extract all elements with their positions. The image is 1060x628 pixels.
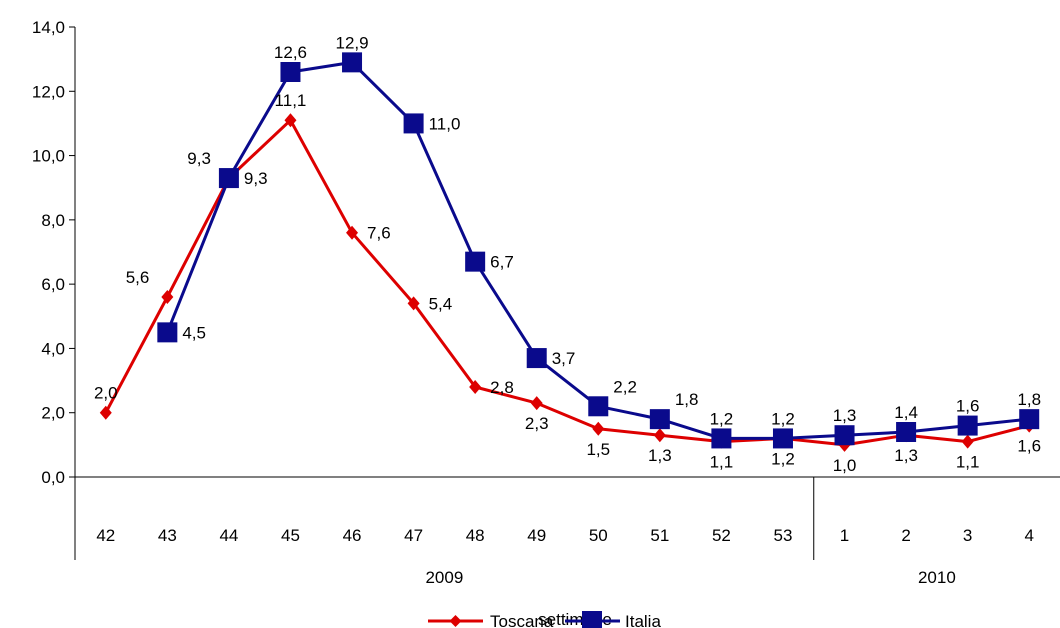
x-tick-label: 50 [589, 526, 608, 545]
y-tick-label: 2,0 [41, 404, 65, 423]
legend: Toscana Italia [428, 611, 661, 628]
data-label-toscana: 11,1 [275, 91, 307, 110]
data-labels-layer: 2,0 5,6 9,3 11,1 7,6 5,4 2,8 2,3 1,5 1,3 1,1 1,2 1,0… [94, 33, 1041, 475]
y-tick-label: 4,0 [41, 339, 65, 358]
data-point-italia [649, 409, 670, 430]
data-point-italia [772, 428, 793, 449]
data-label-italia: 12,6 [274, 43, 307, 62]
data-label-italia: 2,2 [613, 377, 637, 396]
data-label-toscana: 1,5 [586, 440, 610, 459]
legend-label-toscana: Toscana [490, 612, 554, 628]
legend-marker-italia [582, 611, 602, 628]
data-label-italia: 3,7 [552, 349, 576, 368]
data-point-toscana [961, 434, 974, 449]
x-tick-label: 44 [219, 526, 238, 545]
group-label: 2009 [425, 568, 463, 587]
data-point-italia [218, 168, 239, 189]
data-label-toscana: 7,6 [367, 224, 391, 243]
data-point-toscana [592, 421, 605, 436]
x-tick-label: 51 [650, 526, 669, 545]
data-label-toscana: 2,3 [525, 414, 549, 433]
data-point-toscana [99, 405, 112, 420]
x-tick-label: 42 [96, 526, 115, 545]
data-label-italia: 1,8 [675, 390, 699, 409]
data-label-italia: 1,2 [771, 409, 795, 428]
y-tick-label: 12,0 [32, 82, 65, 101]
data-point-italia [1019, 409, 1040, 430]
data-point-italia [403, 113, 424, 134]
data-label-toscana: 2,0 [94, 384, 118, 403]
data-label-italia: 4,5 [182, 323, 206, 342]
data-point-toscana [530, 396, 543, 411]
y-tick-label: 8,0 [41, 211, 65, 230]
x-tick-label: 1 [840, 526, 849, 545]
x-tick-label: 46 [343, 526, 362, 545]
data-point-italia [280, 62, 301, 82]
data-label-toscana: 1,0 [833, 456, 857, 475]
data-label-italia: 1,3 [833, 406, 857, 425]
data-label-italia: 1,2 [710, 409, 734, 428]
data-label-toscana: 9,3 [187, 149, 211, 168]
data-label-toscana: 1,1 [710, 453, 734, 472]
x-tick-label: 53 [774, 526, 793, 545]
data-label-toscana: 2,8 [490, 378, 514, 397]
group-label: 2010 [918, 568, 956, 587]
x-tick-label: 49 [527, 526, 546, 545]
data-point-italia [342, 52, 363, 73]
data-point-italia [465, 251, 486, 272]
data-point-italia [711, 428, 732, 449]
x-tick-label: 4 [1024, 526, 1033, 545]
data-label-toscana: 5,4 [429, 294, 453, 313]
data-label-toscana: 1,3 [648, 446, 672, 465]
data-point-toscana [161, 290, 174, 304]
data-point-italia [157, 322, 178, 343]
x-tick-label: 45 [281, 526, 300, 545]
data-point-italia [526, 348, 547, 369]
data-label-italia: 1,6 [956, 397, 980, 416]
x-tick-label: 3 [963, 526, 972, 545]
data-point-toscana [407, 296, 420, 311]
data-label-toscana: 5,6 [126, 268, 150, 287]
x-tick-label: 47 [404, 526, 423, 545]
axes: 0,02,04,06,08,010,012,014,042 43 44 45 46 47 4… [32, 18, 1060, 587]
data-label-toscana: 1,1 [956, 453, 980, 472]
series-layer [99, 52, 1040, 452]
data-point-toscana [346, 225, 359, 240]
y-tick-label: 10,0 [32, 147, 65, 166]
x-tick-label: 52 [712, 526, 731, 545]
x-tick-label: 48 [466, 526, 485, 545]
x-tick-label: 2 [901, 526, 910, 545]
data-point-italia [588, 396, 609, 417]
data-point-toscana [469, 380, 482, 394]
data-point-italia [834, 425, 855, 446]
data-label-toscana: 1,2 [771, 449, 795, 468]
data-label-italia: 6,7 [490, 253, 514, 272]
x-tick-label: 43 [158, 526, 177, 545]
y-tick-label: 0,0 [41, 468, 65, 487]
data-point-italia [896, 422, 917, 442]
legend-label-italia: Italia [625, 612, 661, 628]
series-line-toscana [104, 118, 1030, 447]
y-tick-label: 14,0 [32, 18, 65, 37]
legend-marker-toscana [449, 615, 462, 627]
data-label-toscana: 1,6 [1017, 437, 1041, 456]
series-line-italia [165, 60, 1030, 440]
data-label-italia: 11,0 [429, 114, 461, 133]
data-label-italia: 1,4 [894, 403, 918, 422]
data-label-toscana: 1,3 [894, 446, 918, 465]
data-label-italia: 1,8 [1017, 390, 1041, 409]
data-label-italia: 9,3 [244, 169, 268, 188]
data-point-toscana [284, 113, 297, 128]
data-point-italia [957, 415, 978, 436]
y-tick-label: 6,0 [41, 275, 65, 294]
data-label-italia: 12,9 [335, 33, 368, 52]
data-point-toscana [653, 428, 666, 443]
